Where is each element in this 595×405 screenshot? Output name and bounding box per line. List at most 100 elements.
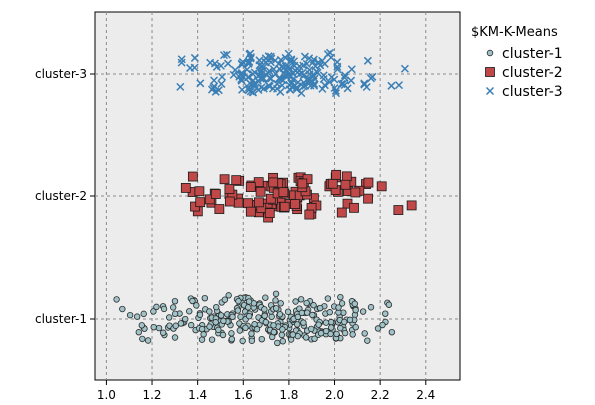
legend-entry-cluster-3: cluster-3	[485, 84, 563, 100]
cluster-1-point	[279, 326, 286, 333]
cluster-3-point	[222, 50, 231, 59]
cluster-2-point	[231, 175, 242, 186]
cluster-1-point	[303, 309, 311, 316]
cluster-1-point	[140, 310, 147, 318]
cluster-2-point	[245, 206, 256, 217]
cluster-1-point	[284, 308, 292, 315]
cluster-1-point	[258, 335, 266, 343]
cluster-1-point	[300, 319, 307, 326]
cluster-3-point	[244, 83, 253, 92]
cluster-1-point	[309, 311, 316, 319]
cluster-1-point	[253, 326, 261, 333]
cluster-1-point	[155, 324, 163, 332]
cluster-1-point	[293, 321, 301, 328]
cluster-1-point	[346, 316, 354, 324]
legend-label: cluster-1	[502, 46, 563, 62]
cluster-1-point	[262, 294, 269, 301]
cluster-1-point	[274, 339, 281, 347]
cluster-1-point	[160, 305, 168, 313]
cluster-3-point	[176, 82, 185, 91]
cluster-1-point	[322, 319, 330, 326]
legend-label: cluster-2	[502, 65, 563, 81]
cluster-1-point	[276, 311, 284, 318]
cluster-1-point	[262, 318, 270, 326]
cluster-1-point	[198, 336, 206, 343]
cluster-2-point	[393, 205, 404, 215]
cluster-3-point	[196, 79, 205, 88]
cluster-2-point	[195, 197, 206, 208]
cluster-2-point	[336, 207, 347, 218]
cluster-1-point	[219, 331, 227, 339]
x-tick-label: 2.4	[416, 388, 435, 402]
cluster-3-point	[340, 80, 349, 90]
cluster-3-point	[177, 55, 186, 64]
cluster-2-point	[210, 189, 221, 199]
cluster-3-point	[305, 65, 314, 74]
legend-entry-cluster-2: cluster-2	[485, 65, 563, 81]
cluster-1-point	[244, 304, 252, 311]
cluster-1-point	[215, 326, 222, 334]
cluster-1-point	[294, 313, 302, 321]
cluster-1-point	[352, 306, 359, 314]
cluster-1-point	[364, 337, 371, 344]
cluster-2-point	[327, 178, 338, 189]
cluster-1-point	[206, 323, 213, 330]
cluster-3-point	[295, 70, 304, 79]
cluster-3-point	[305, 54, 314, 63]
cluster-1-point	[171, 334, 179, 341]
cluster-3-point	[347, 76, 356, 85]
cluster-1-point	[388, 328, 396, 336]
cluster-2-point	[349, 202, 359, 213]
cluster-2-point	[214, 204, 225, 214]
cluster-1-point	[248, 330, 255, 337]
cluster-3-point	[310, 81, 319, 90]
cluster-3-point	[281, 70, 290, 79]
cluster-3-point	[362, 82, 371, 92]
cluster-1-point	[126, 311, 134, 319]
cluster-1-point	[153, 303, 160, 311]
cluster-1-point	[359, 308, 367, 315]
cluster-3-point	[246, 54, 255, 63]
cluster-1-point	[251, 321, 258, 328]
cluster-1-point	[367, 304, 375, 311]
cluster-3-point	[278, 81, 287, 90]
cluster-3-point	[238, 85, 247, 94]
y-tick-label: cluster-2	[35, 189, 87, 203]
x-tick-label: 1.4	[188, 388, 207, 402]
cluster-2-point	[204, 194, 215, 205]
cluster-2-point	[341, 171, 352, 182]
cluster-3-point	[300, 52, 309, 61]
cluster-1-point	[382, 310, 389, 317]
cluster-1-point	[228, 330, 235, 337]
cluster-3-point	[333, 65, 342, 74]
cluster-3-point	[211, 87, 220, 96]
cluster-3-point	[281, 53, 290, 62]
cluster-1-point	[193, 302, 200, 309]
cluster-1-point	[242, 324, 249, 332]
cluster-1-point	[246, 312, 253, 320]
cluster-1-point	[317, 330, 325, 337]
cluster-3-point	[223, 59, 232, 68]
cluster-2-point	[253, 197, 264, 208]
cluster-2-point	[278, 187, 289, 198]
cluster-1-point	[303, 299, 310, 307]
cluster-1-point	[138, 322, 145, 329]
cluster-1-point	[201, 294, 209, 302]
cluster-3-point	[281, 62, 290, 71]
cluster-3-point	[368, 72, 377, 81]
cluster-3-point	[325, 78, 334, 87]
cluster-3-point	[231, 66, 240, 75]
cluster-1-point	[385, 301, 393, 308]
cluster-1-point	[177, 320, 185, 327]
cluster-3-point	[244, 58, 253, 67]
cluster-2-point	[187, 171, 198, 182]
cluster-2-point	[245, 182, 256, 192]
x-tick-label: 1.2	[142, 388, 161, 402]
cluster-1-point	[187, 321, 195, 329]
cluster-1-point	[333, 330, 340, 338]
cluster-2-point	[268, 177, 279, 188]
cluster-1-point	[221, 296, 229, 303]
cluster-1-point	[198, 325, 206, 333]
cluster-3-point	[264, 81, 273, 90]
cluster-1-point	[119, 305, 126, 313]
